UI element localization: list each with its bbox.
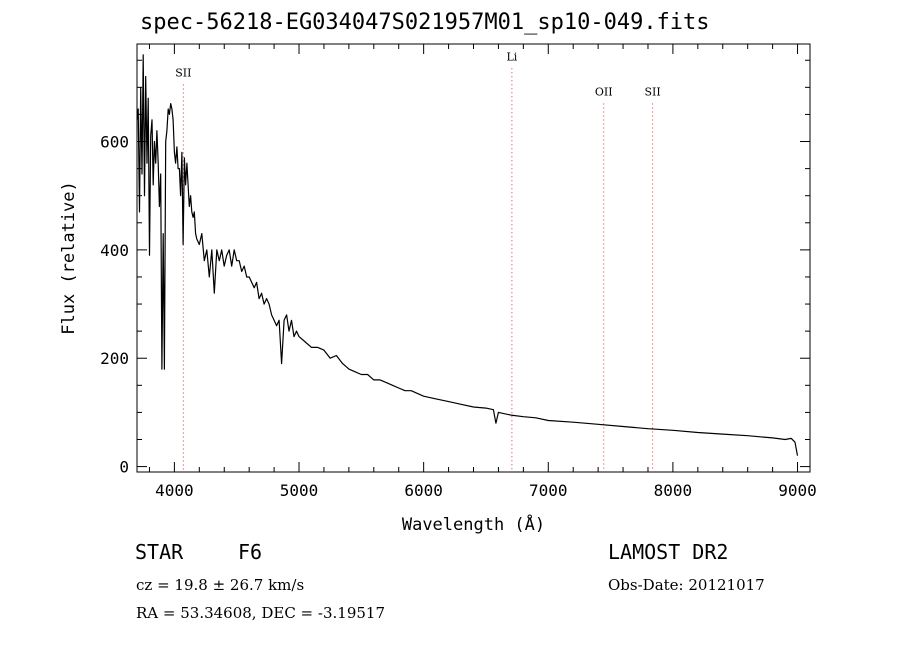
x-tick-label: 7000	[529, 481, 568, 500]
chart-title: spec-56218-EG034047S021957M01_sp10-049.f…	[140, 10, 710, 35]
coordinates: RA = 53.34608, DEC = -3.19517	[136, 604, 385, 622]
y-axis-label: Flux (relative)	[59, 181, 79, 335]
series	[136, 54, 799, 456]
y-tick-label: 600	[100, 133, 129, 152]
observation-date: Obs-Date: 20121017	[608, 576, 765, 594]
y-tick-label: 200	[100, 349, 129, 368]
y-tick-label: 0	[119, 458, 129, 477]
line-markers: SII Li OII SII	[175, 50, 661, 472]
axes	[136, 43, 811, 473]
line-marker-label: OII	[595, 85, 613, 98]
x-tick-label: 8000	[654, 481, 693, 500]
line-marker-label: SII	[644, 85, 660, 98]
ticks	[137, 44, 810, 472]
object-type: STAR	[135, 540, 184, 564]
survey-name: LAMOST DR2	[608, 540, 729, 564]
x-tick-label: 5000	[280, 481, 319, 500]
line-marker-label: SII	[175, 67, 191, 80]
x-tick-label: 4000	[155, 481, 194, 500]
axis-labels: 4000 5000 6000 7000 8000 9000 0 200 400 600 Wavele…	[59, 133, 817, 535]
redshift-value: cz = 19.8 ± 26.7 km/s	[136, 576, 305, 594]
x-axis-label: Wavelength (Å)	[402, 513, 545, 535]
spectrum-line	[136, 54, 799, 456]
line-marker-label: Li	[506, 50, 517, 63]
plot-frame	[136, 43, 811, 473]
x-tick-label: 9000	[778, 481, 817, 500]
x-tick-label: 6000	[404, 481, 443, 500]
object-subclass: F6	[238, 540, 263, 564]
y-tick-label: 400	[100, 241, 129, 260]
